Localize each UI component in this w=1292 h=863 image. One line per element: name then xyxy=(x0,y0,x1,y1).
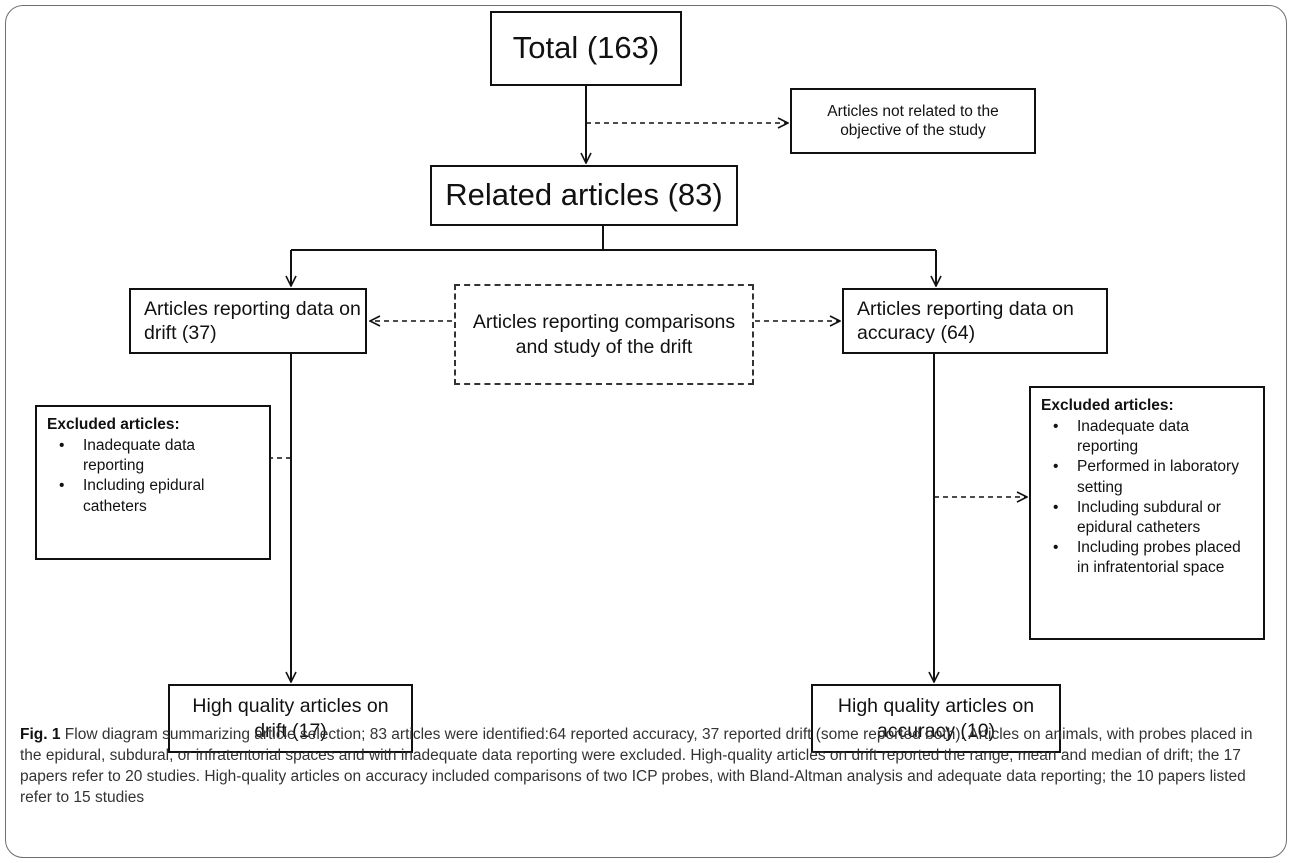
excluded-left-item: Inadequate data reporting xyxy=(47,436,259,476)
excluded-left-box: Excluded articles: Inadequate data repor… xyxy=(35,405,271,560)
excluded-left-title: Excluded articles: xyxy=(47,416,180,433)
excluded-right-item: Performed in laboratory setting xyxy=(1041,457,1253,497)
excluded-left-list: Inadequate data reporting Including epid… xyxy=(47,436,259,517)
excluded-right-title: Excluded articles: xyxy=(1041,397,1174,414)
node-related: Related articles (83) xyxy=(430,165,738,226)
node-not-related: Articles not related to the objective of… xyxy=(790,88,1036,154)
node-high-accuracy: High quality articles on accuracy (10) xyxy=(811,684,1061,753)
node-comparisons: Articles reporting comparisons and study… xyxy=(454,284,754,385)
excluded-right-item: Including probes placed in infratentoria… xyxy=(1041,538,1253,578)
figure-caption: Fig. 1 Flow diagram summarizing article … xyxy=(20,724,1275,808)
node-accuracy: Articles reporting data on accuracy (64) xyxy=(842,288,1108,354)
node-high-drift: High quality articles on drift (17) xyxy=(168,684,413,753)
figure-label: Fig. 1 xyxy=(20,726,61,743)
node-drift: Articles reporting data on drift (37) xyxy=(129,288,367,354)
excluded-left-item: Including epidural catheters xyxy=(47,476,259,516)
excluded-right-item: Including subdural or epidural catheters xyxy=(1041,498,1253,538)
node-total: Total (163) xyxy=(490,11,682,86)
caption-text: Flow diagram summarizing article selecti… xyxy=(20,726,1253,806)
excluded-right-list: Inadequate data reporting Performed in l… xyxy=(1041,417,1253,578)
excluded-right-item: Inadequate data reporting xyxy=(1041,417,1253,457)
excluded-right-box: Excluded articles: Inadequate data repor… xyxy=(1029,386,1265,640)
